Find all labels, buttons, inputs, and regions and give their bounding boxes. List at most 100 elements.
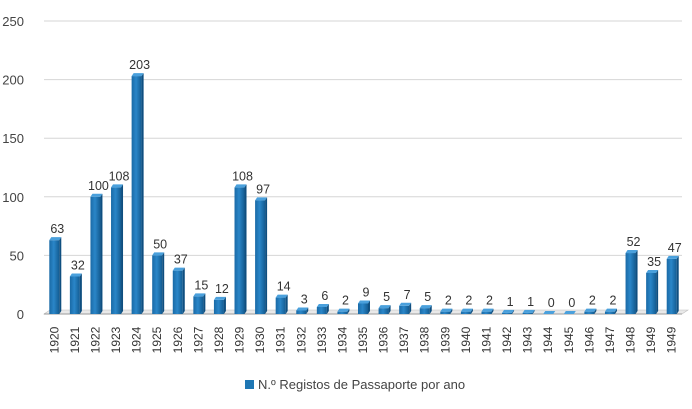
bars — [49, 73, 679, 314]
y-tick-label: 0 — [17, 307, 24, 322]
y-axis-ticks: 0 50 100 150 200 250 — [2, 14, 24, 322]
data-label: 1 — [527, 295, 534, 309]
x-tick-label: 1922 — [88, 326, 102, 353]
bar — [316, 303, 329, 314]
bar — [152, 252, 165, 314]
bar — [358, 300, 370, 314]
bar — [543, 311, 556, 314]
data-label: 108 — [109, 169, 130, 183]
x-tick-label: 1944 — [541, 326, 555, 353]
bar — [49, 237, 62, 314]
data-label: 32 — [71, 258, 85, 272]
data-label: 7 — [404, 288, 411, 302]
x-tick-label: 1934 — [335, 326, 349, 353]
bar — [213, 296, 226, 314]
data-label: 5 — [383, 290, 390, 304]
data-label: 203 — [129, 58, 150, 72]
bar — [69, 273, 82, 314]
data-label: 63 — [50, 222, 64, 236]
bar — [460, 308, 473, 314]
x-tick-label: 1932 — [294, 326, 308, 353]
bar — [604, 308, 617, 314]
bar — [502, 309, 515, 314]
data-label: 14 — [277, 280, 291, 294]
x-tick-label: 1923 — [109, 326, 123, 353]
x-tick-label: 1947 — [603, 326, 617, 353]
data-label: 3 — [301, 292, 308, 306]
x-tick-label: 1927 — [191, 326, 205, 353]
bar — [646, 269, 659, 314]
data-label: 0 — [548, 296, 555, 310]
bar — [481, 308, 494, 314]
y-tick-label: 50 — [10, 248, 24, 263]
x-tick-label: 1931 — [274, 326, 288, 353]
x-tick-label: 1943 — [521, 326, 535, 353]
data-label: 5 — [424, 290, 431, 304]
legend-label: N.º Registos de Passaporte por ano — [258, 377, 465, 392]
x-tick-label: 1949 — [644, 326, 658, 353]
x-tick-label: 1946 — [582, 326, 596, 353]
data-label: 35 — [647, 255, 661, 269]
x-tick-label: 1925 — [150, 326, 164, 353]
data-label: 47 — [668, 241, 682, 255]
x-tick-label: 1939 — [438, 326, 452, 353]
legend-swatch — [245, 380, 254, 389]
x-tick-label: 1949 — [665, 326, 679, 353]
bar — [255, 197, 268, 314]
bar — [563, 311, 576, 314]
data-label: 0 — [568, 296, 575, 310]
x-tick-label: 1930 — [253, 326, 267, 353]
data-label: 2 — [589, 294, 596, 308]
bar — [131, 73, 144, 314]
bar — [440, 308, 453, 314]
data-label: 9 — [363, 285, 370, 299]
x-tick-label: 1948 — [624, 326, 638, 353]
data-label: 2 — [342, 294, 349, 308]
x-tick-label: 1945 — [562, 326, 576, 353]
x-tick-label: 1940 — [459, 326, 473, 353]
x-axis-ticks: 1920 1921 1922 1923 1924 1925 1926 1927 1928 1929… — [47, 326, 678, 353]
bar — [337, 308, 350, 314]
y-tick-label: 250 — [2, 14, 24, 29]
data-label: 37 — [174, 253, 188, 267]
legend: N.º Registos de Passaporte por ano — [245, 377, 465, 392]
data-label: 2 — [486, 294, 493, 308]
x-tick-label: 1935 — [356, 326, 370, 353]
data-label: 2 — [609, 294, 616, 308]
bar — [378, 305, 391, 314]
bar — [193, 293, 206, 314]
bar — [522, 309, 535, 314]
data-label: 15 — [194, 278, 208, 292]
x-tick-label: 1936 — [377, 326, 391, 353]
y-tick-label: 200 — [2, 73, 24, 88]
x-tick-label: 1942 — [500, 326, 514, 353]
data-label: 6 — [321, 289, 328, 303]
x-tick-label: 1941 — [479, 326, 493, 353]
data-label: 100 — [88, 179, 109, 193]
x-tick-label: 1933 — [315, 326, 329, 353]
bar — [275, 294, 288, 314]
x-tick-label: 1921 — [68, 326, 82, 353]
bar — [666, 255, 679, 314]
data-label: 52 — [627, 235, 641, 249]
x-tick-label: 1938 — [418, 326, 432, 353]
y-tick-label: 150 — [2, 131, 24, 146]
data-label: 108 — [232, 169, 253, 183]
x-tick-label: 1928 — [212, 326, 226, 353]
bar — [584, 308, 597, 314]
x-tick-label: 1929 — [233, 326, 247, 353]
x-tick-label: 1926 — [171, 326, 185, 353]
bar — [625, 250, 638, 314]
bar — [172, 267, 185, 314]
x-tick-label: 1924 — [130, 326, 144, 353]
data-label: 1 — [507, 295, 514, 309]
data-label: 2 — [465, 294, 472, 308]
bar — [111, 184, 124, 314]
bar — [296, 307, 309, 314]
data-label: 50 — [153, 237, 167, 251]
bar — [399, 302, 412, 314]
x-tick-label: 1920 — [47, 326, 61, 353]
bar — [419, 305, 432, 314]
